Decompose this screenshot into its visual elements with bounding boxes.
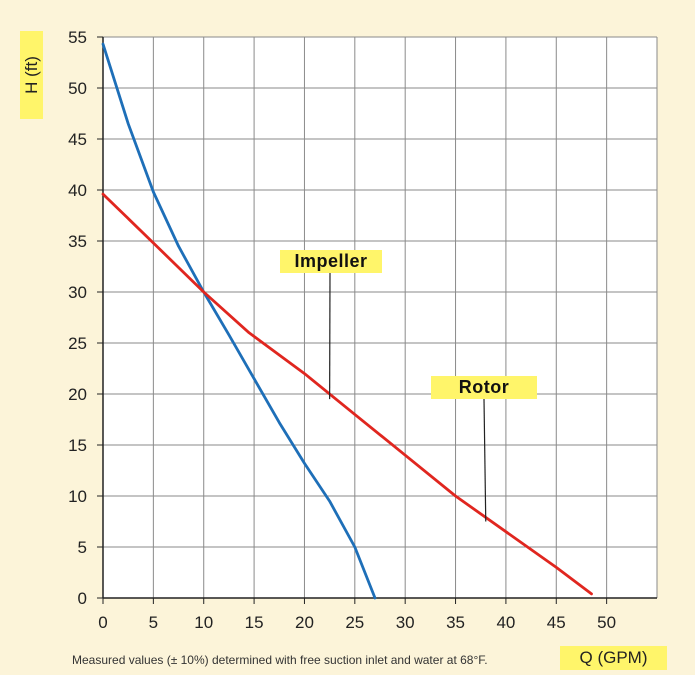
x-tick-label: 20	[295, 613, 314, 632]
x-tick-label: 15	[245, 613, 264, 632]
y-tick-label: 40	[68, 181, 87, 200]
x-tick-label: 50	[597, 613, 616, 632]
series-line-rotor	[101, 192, 593, 596]
x-tick-label: 5	[149, 613, 158, 632]
y-tick-label: 35	[68, 232, 87, 251]
y-tick-label: 45	[68, 130, 87, 149]
x-tick-label: 10	[194, 613, 213, 632]
y-tick-label: 50	[68, 79, 87, 98]
y-tick-label: 20	[68, 385, 87, 404]
x-tick-label: 0	[98, 613, 107, 632]
series-line-impeller	[101, 42, 377, 600]
y-tick-label: 25	[68, 334, 87, 353]
y-tick-label: 30	[68, 283, 87, 302]
y-tick-label: 55	[68, 28, 87, 47]
impeller-callout-label: Impeller	[280, 250, 382, 273]
y-axis-label: H (ft)	[21, 56, 41, 94]
x-tick-label: 40	[496, 613, 515, 632]
y-axis-label-box: H (ft)	[20, 31, 43, 119]
y-tick-label: 15	[68, 436, 87, 455]
x-tick-label: 35	[446, 613, 465, 632]
x-tick-label: 25	[345, 613, 364, 632]
y-tick-label: 10	[68, 487, 87, 506]
x-axis-label: Q (GPM)	[560, 646, 667, 670]
y-tick-label: 0	[78, 589, 87, 608]
plot-area	[103, 37, 657, 598]
footnote: Measured values (± 10%) determined with …	[72, 653, 488, 667]
y-tick-label: 5	[78, 538, 87, 557]
x-tick-label: 30	[396, 613, 415, 632]
rotor-callout-label: Rotor	[431, 376, 537, 399]
x-tick-label: 45	[547, 613, 566, 632]
callout-leader-rotor	[483, 398, 487, 522]
